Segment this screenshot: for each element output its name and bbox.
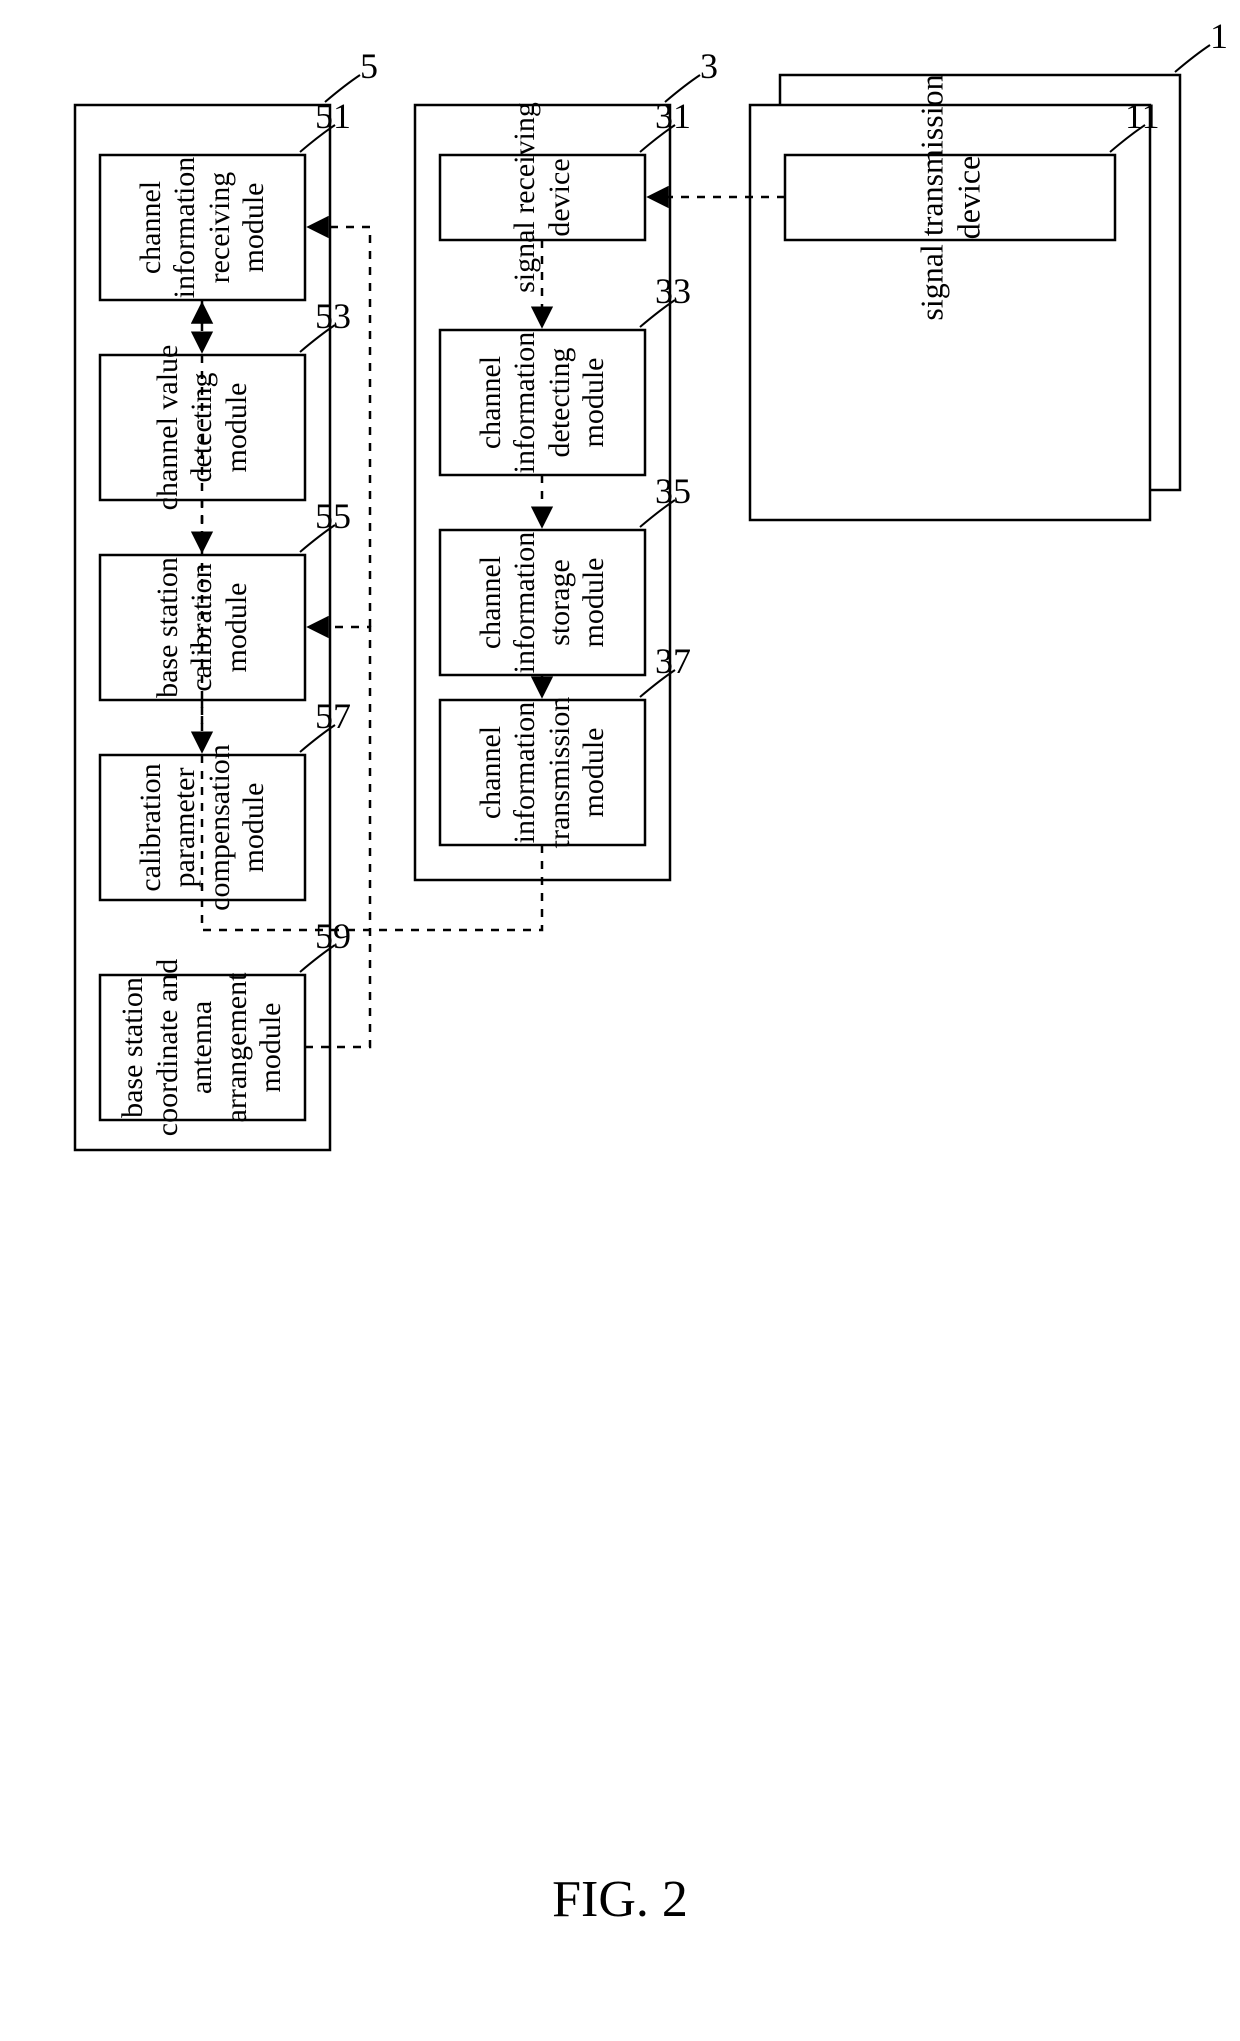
ref-51: 51 xyxy=(315,95,351,137)
label-31: signal receiving device xyxy=(500,95,585,300)
ref-31: 31 xyxy=(655,95,691,137)
ref-53: 53 xyxy=(315,295,351,337)
ref-59: 59 xyxy=(315,915,351,957)
ref-5: 5 xyxy=(360,45,378,87)
ref-33: 33 xyxy=(655,270,691,312)
ref-35: 35 xyxy=(655,470,691,512)
label-57: calibration parameter compensation modul… xyxy=(130,725,275,930)
label-59: base station coordinate and antenna arra… xyxy=(130,945,275,1150)
label-11: signal transmission device xyxy=(908,33,993,363)
arrow-59-55 xyxy=(305,627,370,1047)
figure-label: FIG. 2 xyxy=(470,1870,770,1929)
ref-37: 37 xyxy=(655,640,691,682)
ref-1: 1 xyxy=(1210,15,1228,57)
label-51: channel information receiving module xyxy=(130,125,275,330)
arrow-59-51 xyxy=(310,227,370,627)
label-33: channel information detecting module xyxy=(470,300,615,505)
label-37: channel information transmission module xyxy=(470,670,615,875)
label-55: base station calibration module xyxy=(130,525,275,730)
label-53: channel value detecting module xyxy=(130,325,275,530)
ref-11: 11 xyxy=(1125,95,1160,137)
ref-55: 55 xyxy=(315,495,351,537)
ref-57: 57 xyxy=(315,695,351,737)
leader-1 xyxy=(1175,45,1210,72)
ref-3: 3 xyxy=(700,45,718,87)
